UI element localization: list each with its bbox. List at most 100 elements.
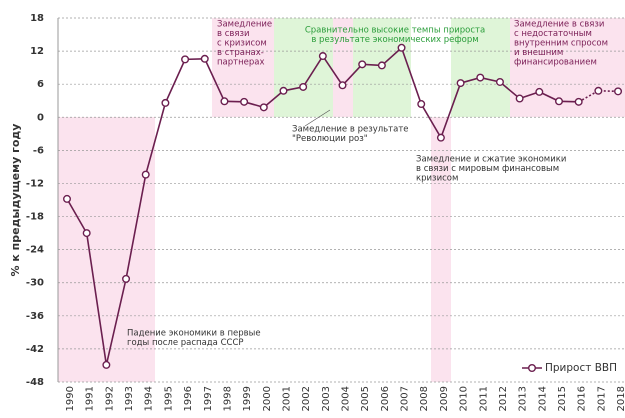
annotation-text: "Революции роз" bbox=[292, 134, 368, 144]
point bbox=[102, 360, 111, 369]
shade bbox=[451, 18, 510, 117]
point bbox=[318, 52, 327, 61]
legend-marker bbox=[528, 364, 537, 373]
x-tick-label: 1993 bbox=[124, 386, 135, 411]
pointer bbox=[304, 109, 331, 127]
point bbox=[377, 61, 386, 70]
x-tick-label: 1999 bbox=[242, 386, 253, 411]
x-tick-label: 1997 bbox=[203, 386, 214, 411]
annotation-text: с недостаточным bbox=[514, 29, 592, 39]
point bbox=[122, 274, 131, 283]
point bbox=[279, 86, 288, 95]
x-tick-label: 2000 bbox=[262, 386, 273, 411]
x-tick-label: 2018 bbox=[616, 386, 625, 411]
point bbox=[555, 97, 564, 106]
y-tick-label: -36 bbox=[26, 311, 44, 322]
annotation-text: Замедление и сжатие экономики bbox=[416, 155, 566, 165]
shade bbox=[274, 18, 333, 117]
y-tick-label: -18 bbox=[26, 212, 44, 223]
x-tick-label: 2015 bbox=[557, 386, 568, 411]
x-tick-label: 1992 bbox=[104, 386, 115, 411]
annotation-text: в результате экономических реформ bbox=[311, 35, 478, 45]
point bbox=[141, 170, 150, 179]
point bbox=[82, 229, 91, 238]
annotation-text: внутренним спросом bbox=[514, 39, 608, 49]
annotation-text: с кризисом bbox=[217, 39, 267, 49]
y-tick-label: -6 bbox=[33, 145, 44, 156]
y-tick-label: -30 bbox=[26, 278, 44, 289]
annotation-text: кризисом bbox=[416, 174, 458, 184]
x-tick-label: 2008 bbox=[419, 386, 430, 411]
point bbox=[594, 86, 603, 95]
annotation: Замедление в результате"Революции роз" bbox=[292, 125, 409, 145]
annotation-text: Падение экономики в первые bbox=[127, 329, 261, 339]
annotation-text: в связи bbox=[217, 29, 250, 39]
shade bbox=[333, 18, 353, 117]
y-tick-label: -48 bbox=[26, 377, 44, 388]
x-tick-label: 2016 bbox=[577, 386, 588, 411]
point bbox=[63, 194, 72, 203]
annotation-text: партнерах bbox=[217, 58, 265, 68]
legend-label: Прирост ВВП bbox=[545, 362, 617, 374]
point bbox=[417, 100, 426, 109]
y-tick-label: -42 bbox=[26, 344, 44, 355]
y-tick-label: -12 bbox=[26, 178, 44, 189]
x-tick-label: 2010 bbox=[459, 386, 470, 411]
y-tick-label: 6 bbox=[37, 79, 44, 90]
point bbox=[259, 103, 268, 112]
point bbox=[495, 77, 504, 86]
point bbox=[436, 133, 445, 142]
point bbox=[456, 79, 465, 88]
annotation-text: и внешним bbox=[514, 48, 563, 58]
point bbox=[614, 87, 623, 96]
x-tick-label: 2004 bbox=[341, 386, 352, 411]
x-tick-label: 1995 bbox=[163, 386, 174, 411]
y-axis-label: % к предыдущему году bbox=[9, 124, 22, 277]
x-tick-label: 1990 bbox=[65, 386, 76, 411]
point bbox=[338, 81, 347, 90]
x-tick-label: 2006 bbox=[380, 386, 391, 411]
point bbox=[574, 97, 583, 106]
point bbox=[240, 97, 249, 106]
y-tick-label: -24 bbox=[26, 245, 44, 256]
point bbox=[181, 55, 190, 64]
annotation-text: в связи с мировым финансовым bbox=[416, 164, 559, 174]
annotation-text: в странах- bbox=[217, 48, 264, 58]
annotation-text: Замедление в результате bbox=[292, 125, 409, 135]
point bbox=[220, 97, 229, 106]
x-tick-label: 2001 bbox=[281, 386, 292, 411]
x-tick-label: 2017 bbox=[596, 386, 607, 411]
x-tick-label: 2009 bbox=[439, 386, 450, 411]
x-tick-label: 1994 bbox=[144, 386, 155, 411]
x-tick-label: 2005 bbox=[360, 386, 371, 411]
x-tick-label: 2002 bbox=[301, 386, 312, 411]
point bbox=[161, 98, 170, 107]
shading bbox=[58, 18, 625, 382]
point bbox=[299, 82, 308, 91]
annotation-text: Сравнительно высокие темпы прироста bbox=[305, 26, 485, 36]
point bbox=[535, 87, 544, 96]
x-tick-label: 1996 bbox=[183, 386, 194, 411]
shade bbox=[510, 18, 625, 117]
point bbox=[200, 54, 209, 63]
point bbox=[358, 60, 367, 69]
y-tick-label: 18 bbox=[30, 13, 44, 24]
x-tick-label: 2007 bbox=[400, 386, 411, 411]
x-tick-label: 2003 bbox=[321, 386, 332, 411]
annotation-text: Замедление bbox=[217, 20, 272, 30]
x-tick-label: 2012 bbox=[498, 386, 509, 411]
point bbox=[476, 73, 485, 82]
x-tick-label: 2013 bbox=[518, 386, 529, 411]
annotation-text: годы после распада СССР bbox=[127, 338, 244, 348]
x-tick-label: 1998 bbox=[222, 386, 233, 411]
y-tick-label: 0 bbox=[37, 112, 44, 123]
y-tick-label: 12 bbox=[30, 46, 44, 57]
x-tick-label: 2011 bbox=[478, 386, 489, 411]
point bbox=[397, 43, 406, 52]
x-tick-label: 2014 bbox=[537, 386, 548, 411]
